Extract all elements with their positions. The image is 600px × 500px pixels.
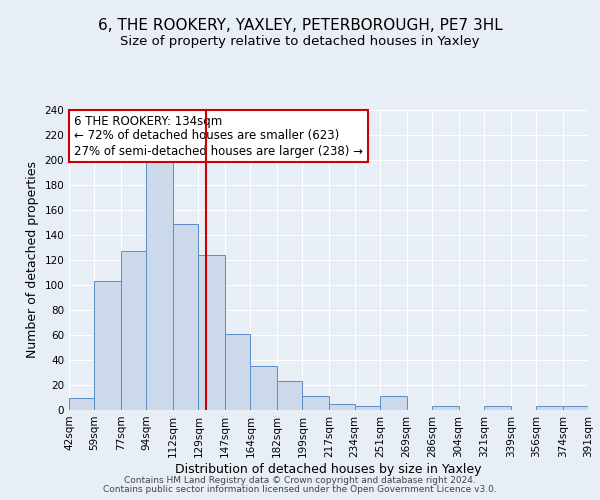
Bar: [302, 396, 329, 410]
Bar: [432, 406, 458, 410]
X-axis label: Distribution of detached houses by size in Yaxley: Distribution of detached houses by size …: [175, 462, 482, 475]
Bar: [173, 224, 199, 410]
Bar: [277, 381, 302, 410]
Bar: [199, 255, 225, 410]
Text: 6, THE ROOKERY, YAXLEY, PETERBOROUGH, PE7 3HL: 6, THE ROOKERY, YAXLEY, PETERBOROUGH, PE…: [98, 18, 502, 32]
Bar: [225, 334, 250, 410]
Bar: [563, 406, 588, 410]
Text: Size of property relative to detached houses in Yaxley: Size of property relative to detached ho…: [120, 35, 480, 48]
Bar: [69, 398, 94, 410]
Bar: [329, 404, 355, 410]
Bar: [250, 366, 277, 410]
Text: 6 THE ROOKERY: 134sqm
← 72% of detached houses are smaller (623)
27% of semi-det: 6 THE ROOKERY: 134sqm ← 72% of detached …: [74, 114, 363, 158]
Bar: [146, 161, 173, 410]
Bar: [380, 396, 407, 410]
Bar: [94, 281, 121, 410]
Bar: [355, 406, 380, 410]
Text: Contains HM Land Registry data © Crown copyright and database right 2024.: Contains HM Land Registry data © Crown c…: [124, 476, 476, 485]
Bar: [536, 406, 563, 410]
Bar: [484, 406, 511, 410]
Bar: [121, 251, 146, 410]
Y-axis label: Number of detached properties: Number of detached properties: [26, 162, 39, 358]
Text: Contains public sector information licensed under the Open Government Licence v3: Contains public sector information licen…: [103, 485, 497, 494]
